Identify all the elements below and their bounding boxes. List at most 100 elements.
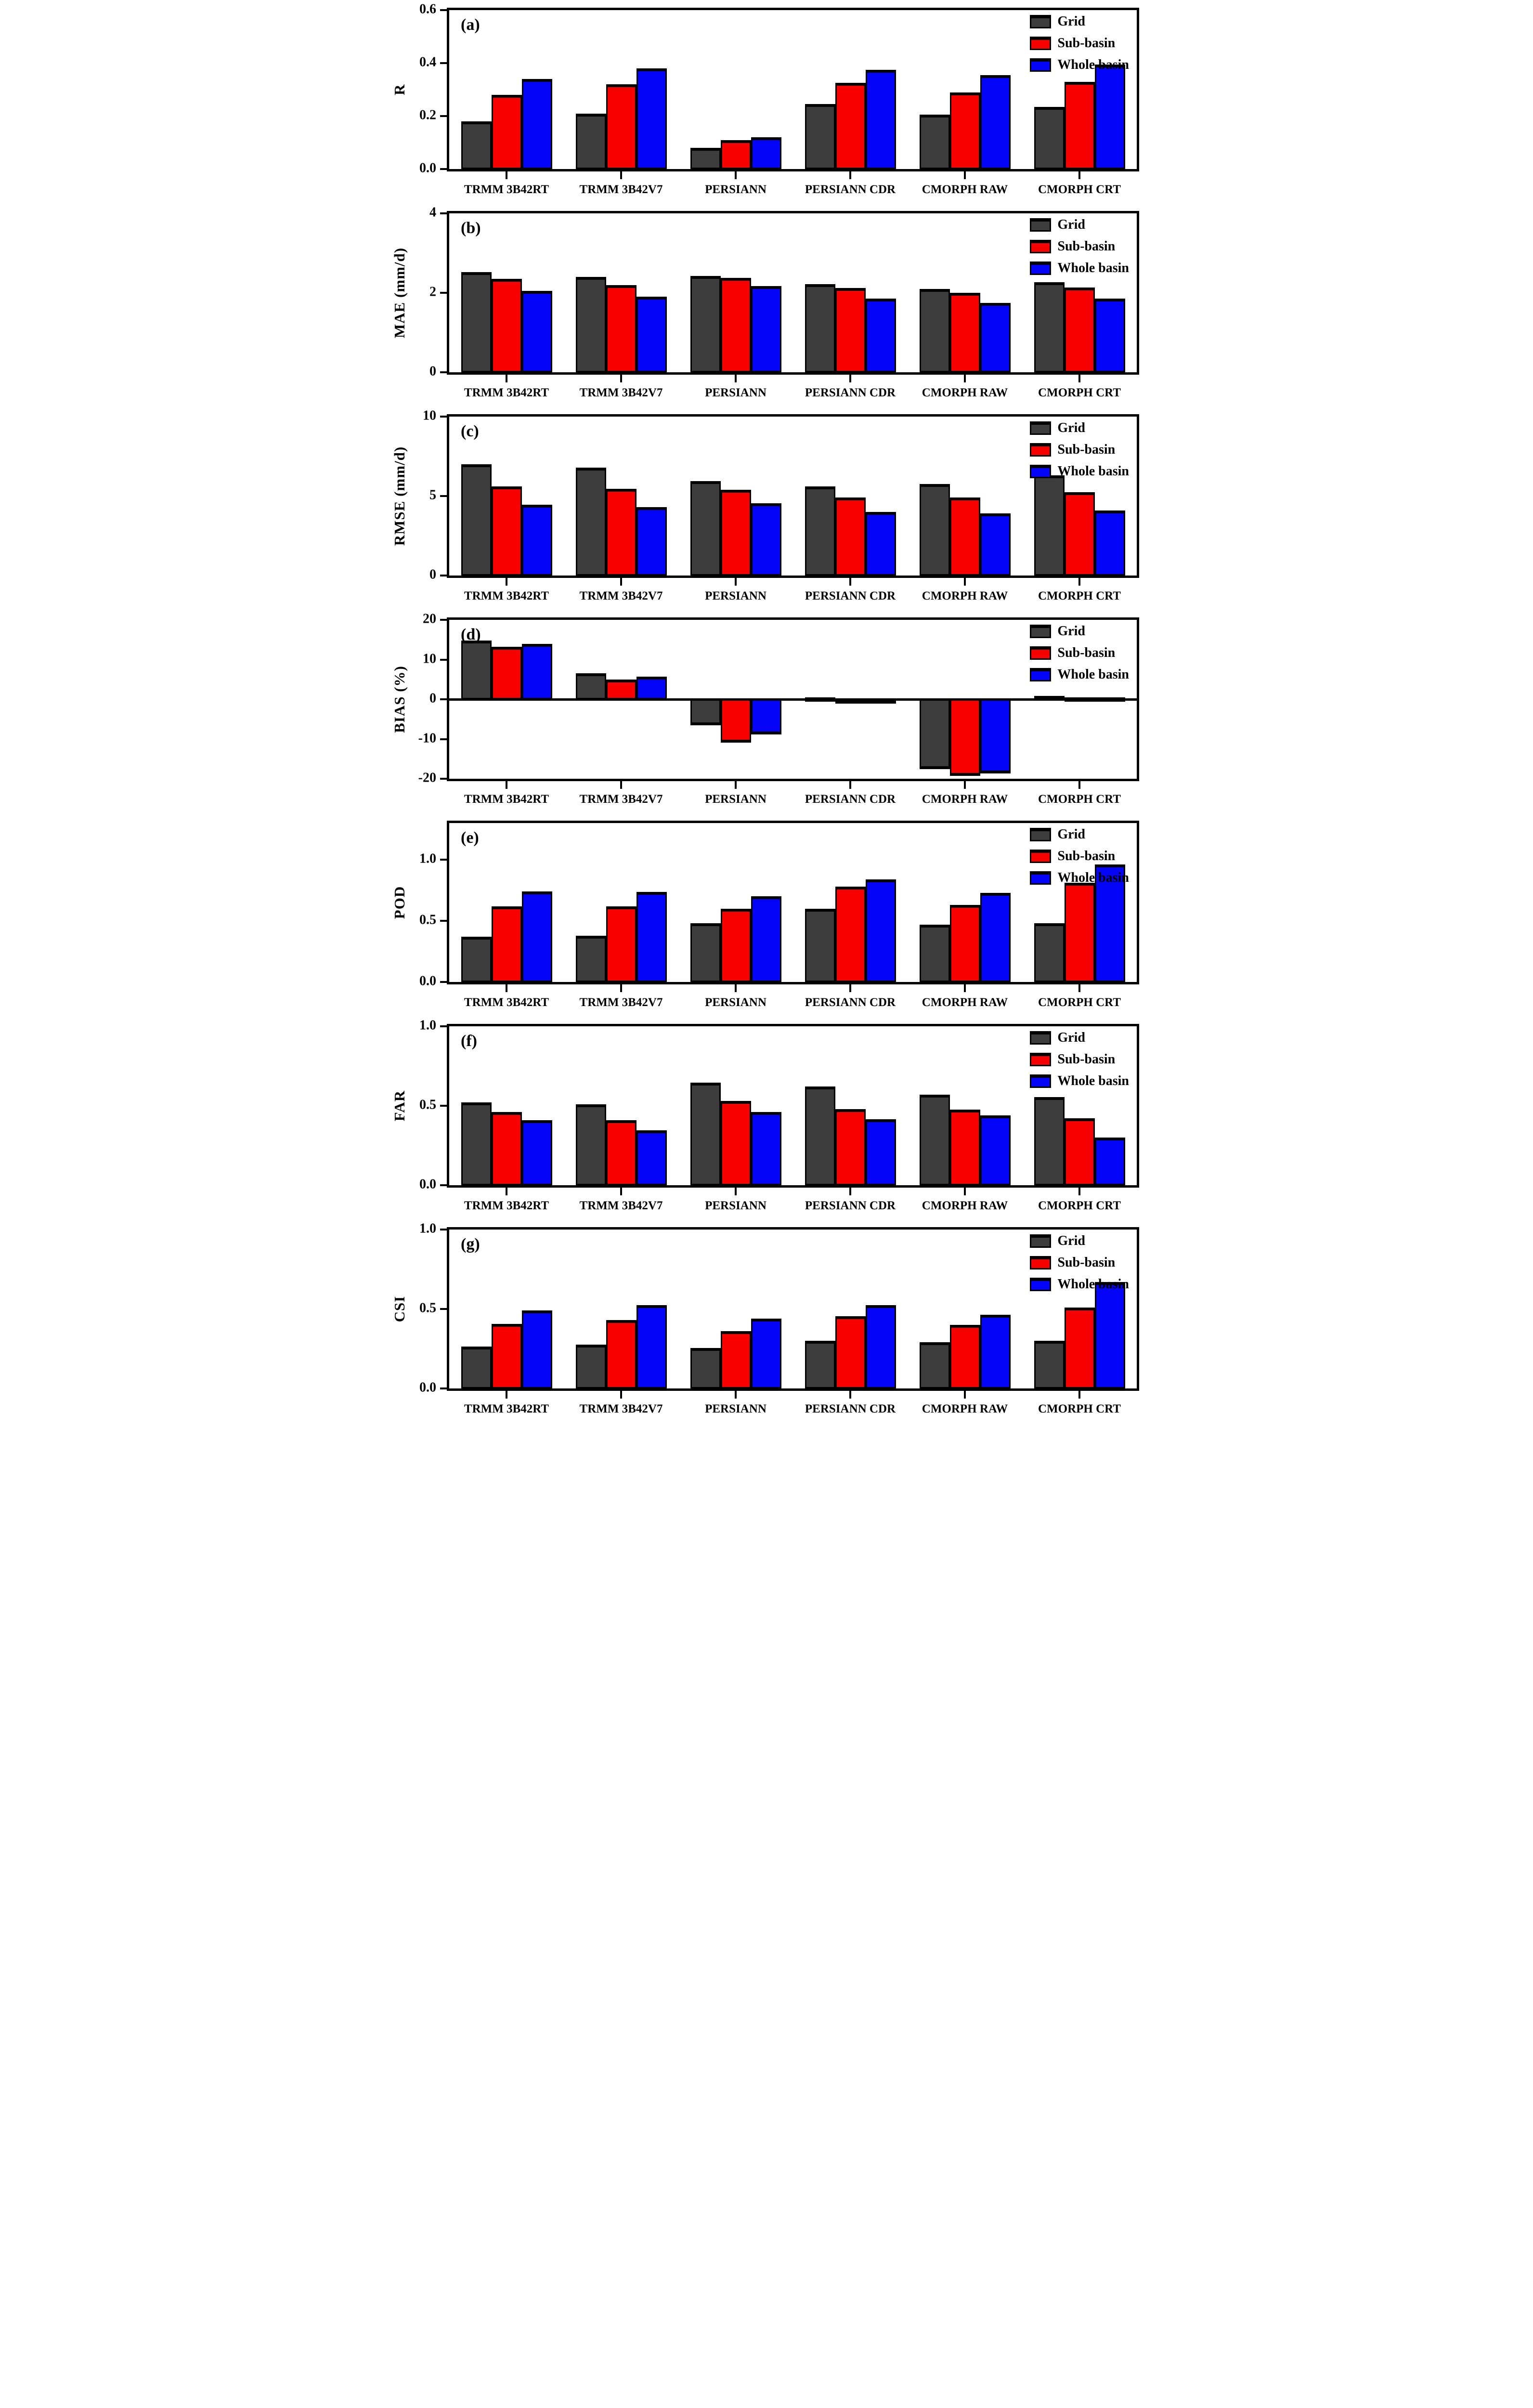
x-tick xyxy=(1078,1187,1080,1195)
y-tick xyxy=(440,115,448,117)
bar-whole-basin xyxy=(980,699,1011,774)
legend-item-whole-basin: Whole basin xyxy=(1030,1277,1129,1292)
legend: Grid Sub-basin Whole basin xyxy=(1030,1233,1129,1292)
bar-grid xyxy=(1034,923,1065,982)
x-tick xyxy=(506,1187,507,1195)
legend-label: Grid xyxy=(1057,14,1085,29)
plot-area: (c) Grid Sub-basin Whole basin xyxy=(447,414,1139,578)
panel-letter: (b) xyxy=(461,219,481,237)
x-category-label: TRMM 3B42V7 xyxy=(579,996,663,1009)
y-tick-label: -20 xyxy=(418,770,436,785)
bar-sub-basin xyxy=(835,288,866,372)
x-category-label: TRMM 3B42V7 xyxy=(579,386,663,399)
y-tick xyxy=(440,859,448,861)
panel-letter: (a) xyxy=(461,16,480,34)
y-tick-label: 20 xyxy=(423,611,436,627)
x-tick xyxy=(964,1390,966,1399)
bar-grid xyxy=(805,486,835,576)
x-category-label: CMORPH CRT xyxy=(1038,996,1121,1009)
x-tick xyxy=(735,170,737,179)
y-tick-label: 0.0 xyxy=(419,160,436,176)
bar-sub-basin xyxy=(949,293,980,372)
y-tick-label: 4 xyxy=(429,205,436,220)
bar-sub-basin xyxy=(606,1320,637,1388)
bar-whole-basin xyxy=(521,505,552,576)
legend-label: Whole basin xyxy=(1057,464,1129,479)
legend-item-sub-basin: Sub-basin xyxy=(1030,1052,1129,1067)
bar-sub-basin xyxy=(835,497,866,576)
bar-whole-basin xyxy=(1094,1282,1125,1388)
bar-whole-basin xyxy=(1094,510,1125,576)
y-tick-label: 0.0 xyxy=(419,973,436,989)
bar-sub-basin xyxy=(949,905,980,982)
bar-sub-basin xyxy=(720,278,751,372)
x-tick xyxy=(620,170,622,179)
x-category-label: PERSIANN xyxy=(705,1402,766,1415)
bar-whole-basin xyxy=(636,892,667,982)
x-category-label: TRMM 3B42V7 xyxy=(579,1402,663,1415)
plot-area: (g) Grid Sub-basin Whole basin xyxy=(447,1227,1139,1391)
bar-whole-basin xyxy=(521,290,552,372)
legend-swatch-sub-basin xyxy=(1030,1053,1052,1066)
legend: Grid Sub-basin Whole basin xyxy=(1030,420,1129,479)
bar-sub-basin xyxy=(606,489,637,576)
bar-grid xyxy=(461,1346,492,1388)
y-tick xyxy=(440,1025,448,1027)
bar-whole-basin xyxy=(1094,299,1125,372)
panel-e: POD 0.0 0.5 1.0 (e) Grid Sub-basin Whole basin T… xyxy=(383,813,1150,1016)
bar-sub-basin xyxy=(1064,1307,1095,1388)
y-axis-title: R xyxy=(391,84,408,95)
bar-grid xyxy=(805,1086,835,1185)
legend-swatch-grid xyxy=(1030,828,1052,841)
x-tick xyxy=(849,374,851,382)
x-tick xyxy=(506,1390,507,1399)
bar-sub-basin xyxy=(1064,492,1095,576)
y-tick-label: 0.0 xyxy=(419,1177,436,1192)
y-tick xyxy=(440,168,448,170)
bar-whole-basin xyxy=(751,699,781,735)
y-tick xyxy=(440,1229,448,1230)
legend-label: Sub-basin xyxy=(1057,849,1116,864)
y-tick xyxy=(440,1308,448,1310)
legend: Grid Sub-basin Whole basin xyxy=(1030,827,1129,886)
bar-grid xyxy=(461,937,492,982)
x-category-label: CMORPH RAW xyxy=(922,996,1008,1009)
panel-letter: (g) xyxy=(461,1235,480,1253)
legend-swatch-sub-basin xyxy=(1030,240,1052,253)
y-tick xyxy=(440,371,448,373)
plot-area: (a) Grid Sub-basin Whole basin xyxy=(447,8,1139,171)
legend-swatch-sub-basin xyxy=(1030,1256,1052,1269)
y-tick xyxy=(440,416,448,418)
bar-grid xyxy=(919,484,950,576)
legend-swatch-whole-basin xyxy=(1030,871,1052,885)
legend-item-sub-basin: Sub-basin xyxy=(1030,442,1129,458)
x-category-label: PERSIANN xyxy=(705,996,766,1009)
legend-label: Sub-basin xyxy=(1057,1052,1116,1067)
x-tick xyxy=(964,780,966,789)
y-tick-label: 0.4 xyxy=(419,54,436,70)
bar-sub-basin xyxy=(720,489,751,576)
bar-sub-basin xyxy=(949,497,980,576)
panel-c: RMSE (mm/d) 0 5 10 (c) Grid Sub-basin Whole bas… xyxy=(383,406,1150,610)
legend-item-grid: Grid xyxy=(1030,420,1129,436)
bar-sub-basin xyxy=(949,1325,980,1388)
legend-item-sub-basin: Sub-basin xyxy=(1030,36,1129,51)
bar-grid xyxy=(1034,1341,1065,1388)
bar-sub-basin xyxy=(491,95,522,169)
bar-sub-basin xyxy=(720,908,751,982)
legend-label: Grid xyxy=(1057,1030,1085,1045)
x-tick xyxy=(849,577,851,586)
bar-grid xyxy=(1034,106,1065,169)
bar-grid xyxy=(575,467,606,576)
bar-grid xyxy=(690,699,721,726)
y-tick xyxy=(440,292,448,294)
bar-whole-basin xyxy=(751,286,781,372)
bar-grid xyxy=(805,908,835,982)
legend-label: Whole basin xyxy=(1057,57,1129,72)
x-category-label: PERSIANN CDR xyxy=(805,589,896,602)
bar-sub-basin xyxy=(835,1316,866,1388)
x-category-label: TRMM 3B42V7 xyxy=(579,793,663,806)
bar-whole-basin xyxy=(636,68,667,169)
y-tick-label: 10 xyxy=(423,408,436,423)
x-tick xyxy=(964,170,966,179)
